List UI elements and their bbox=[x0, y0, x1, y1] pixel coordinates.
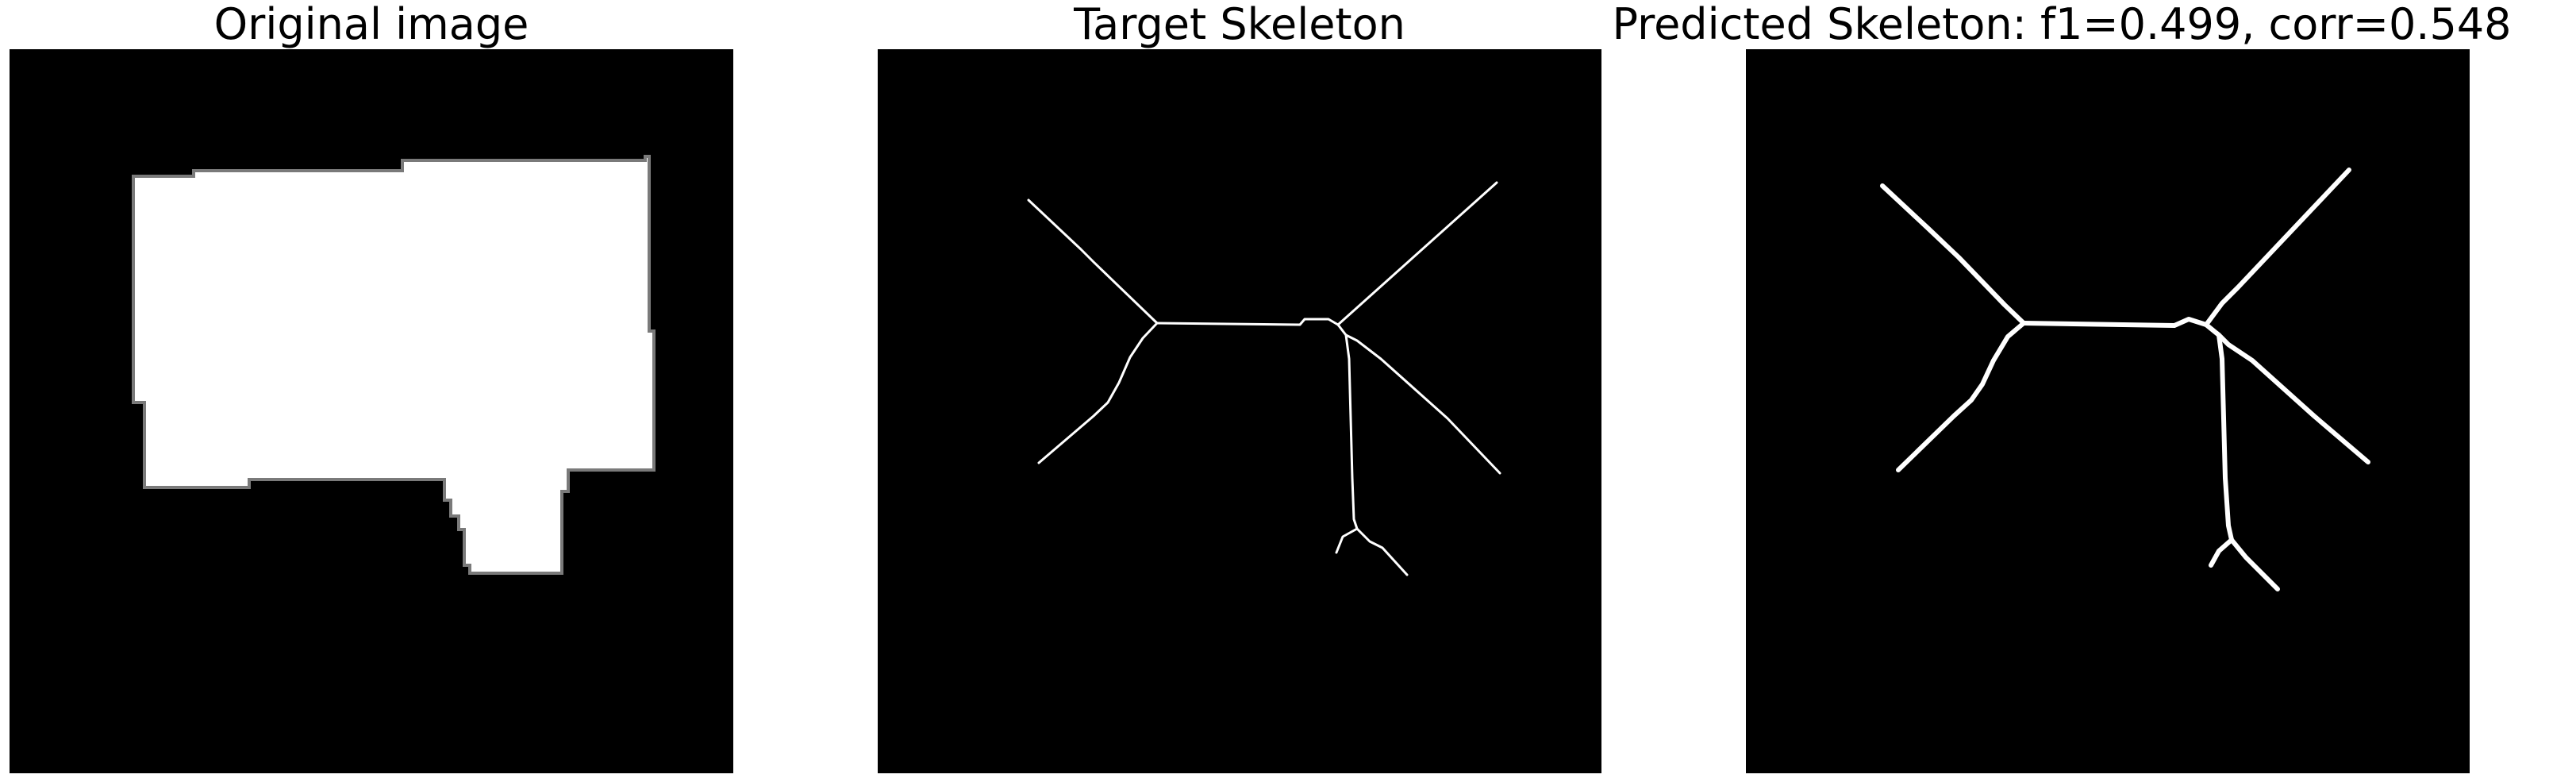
original-image-title: Original image bbox=[213, 0, 529, 49]
skeleton-branch bbox=[2217, 333, 2234, 542]
skeleton-branch bbox=[1335, 527, 1359, 554]
skeleton-branch bbox=[1155, 318, 1340, 326]
skeleton-branch bbox=[1336, 323, 1501, 475]
skeleton-branch bbox=[1344, 333, 1359, 530]
predicted-skeleton-image bbox=[1746, 49, 2470, 773]
skeleton-branch bbox=[1880, 183, 2026, 326]
mask-shape bbox=[132, 155, 656, 575]
skeleton-branch bbox=[2209, 537, 2234, 568]
skeleton-branch bbox=[1037, 322, 1159, 464]
predicted-skeleton-title: Predicted Skeleton: f1=0.499, corr=0.548 bbox=[1612, 0, 2512, 49]
skeleton-branch bbox=[2204, 168, 2351, 327]
skeleton-branch bbox=[2229, 537, 2280, 591]
skeleton-branch bbox=[1355, 527, 1409, 576]
skeleton-branch bbox=[1336, 181, 1498, 326]
skeleton-branch bbox=[1027, 198, 1159, 325]
target-skeleton-image bbox=[878, 49, 1601, 773]
skeleton-branch bbox=[1896, 321, 2026, 472]
target-skeleton-title: Target Skeleton bbox=[1074, 0, 1405, 49]
skeleton-branch bbox=[2204, 322, 2370, 464]
skeleton-branch bbox=[2021, 317, 2209, 328]
original-image-mask bbox=[10, 49, 733, 773]
